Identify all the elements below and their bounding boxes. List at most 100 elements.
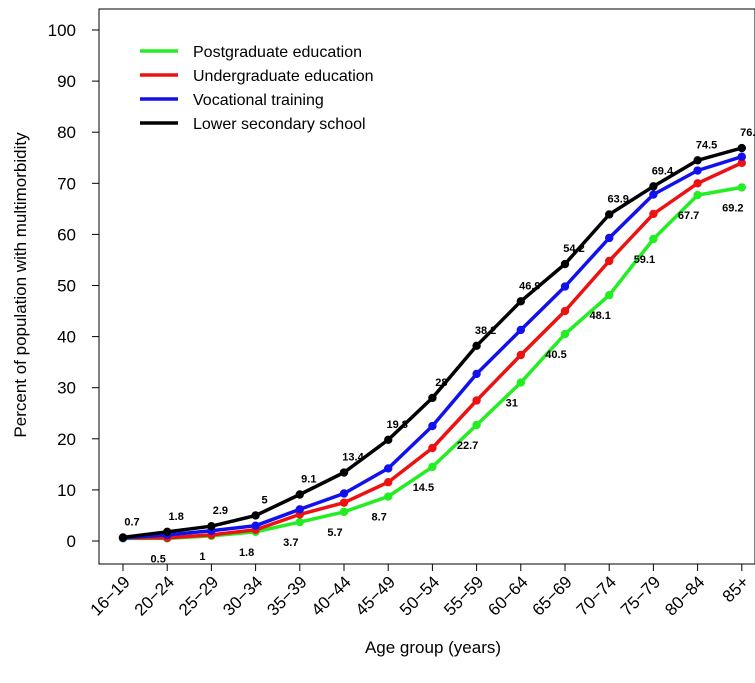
data-label: 54.2 [563,243,584,255]
series-line [121,154,744,540]
data-point [737,152,746,161]
data-point [560,306,570,316]
data-point [339,489,349,498]
x-tick-label: 50−54 [396,572,443,619]
data-point [560,329,570,339]
x-tick-label: 45−49 [352,572,399,619]
data-point [693,156,702,165]
data-point [605,256,614,266]
data-label: 0.7 [124,516,139,528]
legend-label: Postgraduate education [193,44,362,61]
data-point [207,521,216,531]
y-tick-label: 80 [57,123,76,142]
data-label: 3.7 [283,537,298,549]
data-point [384,478,393,487]
x-tick-label: 70−74 [573,572,620,619]
x-tick-label: 75−79 [617,572,664,619]
data-point [339,498,349,507]
x-tick-label: 80−84 [661,572,708,619]
series-layer [118,143,746,543]
data-point [693,190,702,200]
data-point [428,462,437,472]
data-point [472,369,481,379]
data-label: 74.5 [696,139,717,151]
data-point [384,464,393,473]
y-axis-title: Percent of population with multimorbidit… [11,132,30,438]
data-point [737,143,746,153]
data-point [428,421,437,431]
y-tick-label: 90 [57,72,76,91]
data-point [649,209,658,219]
data-point [649,190,658,199]
legend-label: Lower secondary school [193,116,366,133]
data-label: 1 [199,551,205,563]
data-point [693,166,702,175]
data-point [560,259,570,269]
data-point [605,210,614,219]
y-tick-label: 60 [57,225,76,244]
data-label: 63.9 [607,193,628,205]
data-point [295,505,304,514]
data-point [560,282,570,291]
x-tick-label: 40−44 [308,572,355,619]
data-label: 40.5 [545,349,566,361]
data-label: 5 [262,494,268,506]
data-label: 14.5 [413,482,434,494]
data-label: 8.7 [372,512,387,524]
data-label: 46.9 [519,280,540,292]
data-label: 5.7 [327,527,342,539]
data-label: 22.7 [457,440,478,452]
data-point [605,291,614,300]
data-label: 48.1 [589,310,610,322]
data-label: 76.9 [740,127,755,139]
x-tick-label: 20−24 [131,572,178,619]
data-label: 31 [506,398,518,410]
data-label: 13.4 [342,452,364,464]
y-tick-label: 30 [57,379,76,398]
data-point [516,350,525,360]
x-axis: 16−1920−2425−2930−3435−3940−4445−4950−54… [87,564,753,620]
data-label: 38.2 [475,325,496,337]
data-point [339,507,349,517]
data-point [472,341,481,350]
data-label: 67.7 [678,210,699,222]
data-point [428,443,437,453]
data-point [649,234,658,244]
x-tick-label: 85+ [719,572,753,606]
y-tick-label: 0 [67,532,76,551]
y-tick-label: 50 [57,277,76,296]
x-tick-label: 60−64 [484,572,531,619]
y-tick-label: 40 [57,328,76,347]
data-point [339,468,349,477]
legend-label: Vocational training [193,92,324,109]
y-tick-label: 10 [57,481,76,500]
data-point [251,511,260,520]
data-point [516,297,525,306]
data-point [649,182,658,191]
legend-label: Undergraduate education [193,68,374,85]
y-axis: 0 10 20 30 40 50 60 70 80 90 100 [48,21,99,551]
y-tick-label: 100 [48,21,76,40]
data-label: 1.8 [169,511,184,523]
data-label: 2.9 [213,505,228,517]
plot-frame [98,8,755,565]
data-point [693,179,702,188]
x-tick-label: 55−59 [440,572,487,619]
data-point [605,233,614,243]
x-tick-label: 30−34 [219,572,266,619]
data-point [737,183,746,192]
y-tick-label: 20 [57,430,76,449]
data-label: 69.4 [652,165,674,177]
x-tick-label: 16−19 [87,572,134,619]
data-point [118,533,128,542]
data-point [516,325,525,335]
x-tick-label: 35−39 [263,572,310,619]
data-label: 1.8 [239,547,254,559]
data-point [384,492,393,501]
data-point [516,378,525,387]
data-point [295,517,304,527]
data-point [163,527,172,537]
data-label: 19.8 [386,419,407,431]
legend: Postgraduate education Undergraduate educ… [140,44,374,133]
